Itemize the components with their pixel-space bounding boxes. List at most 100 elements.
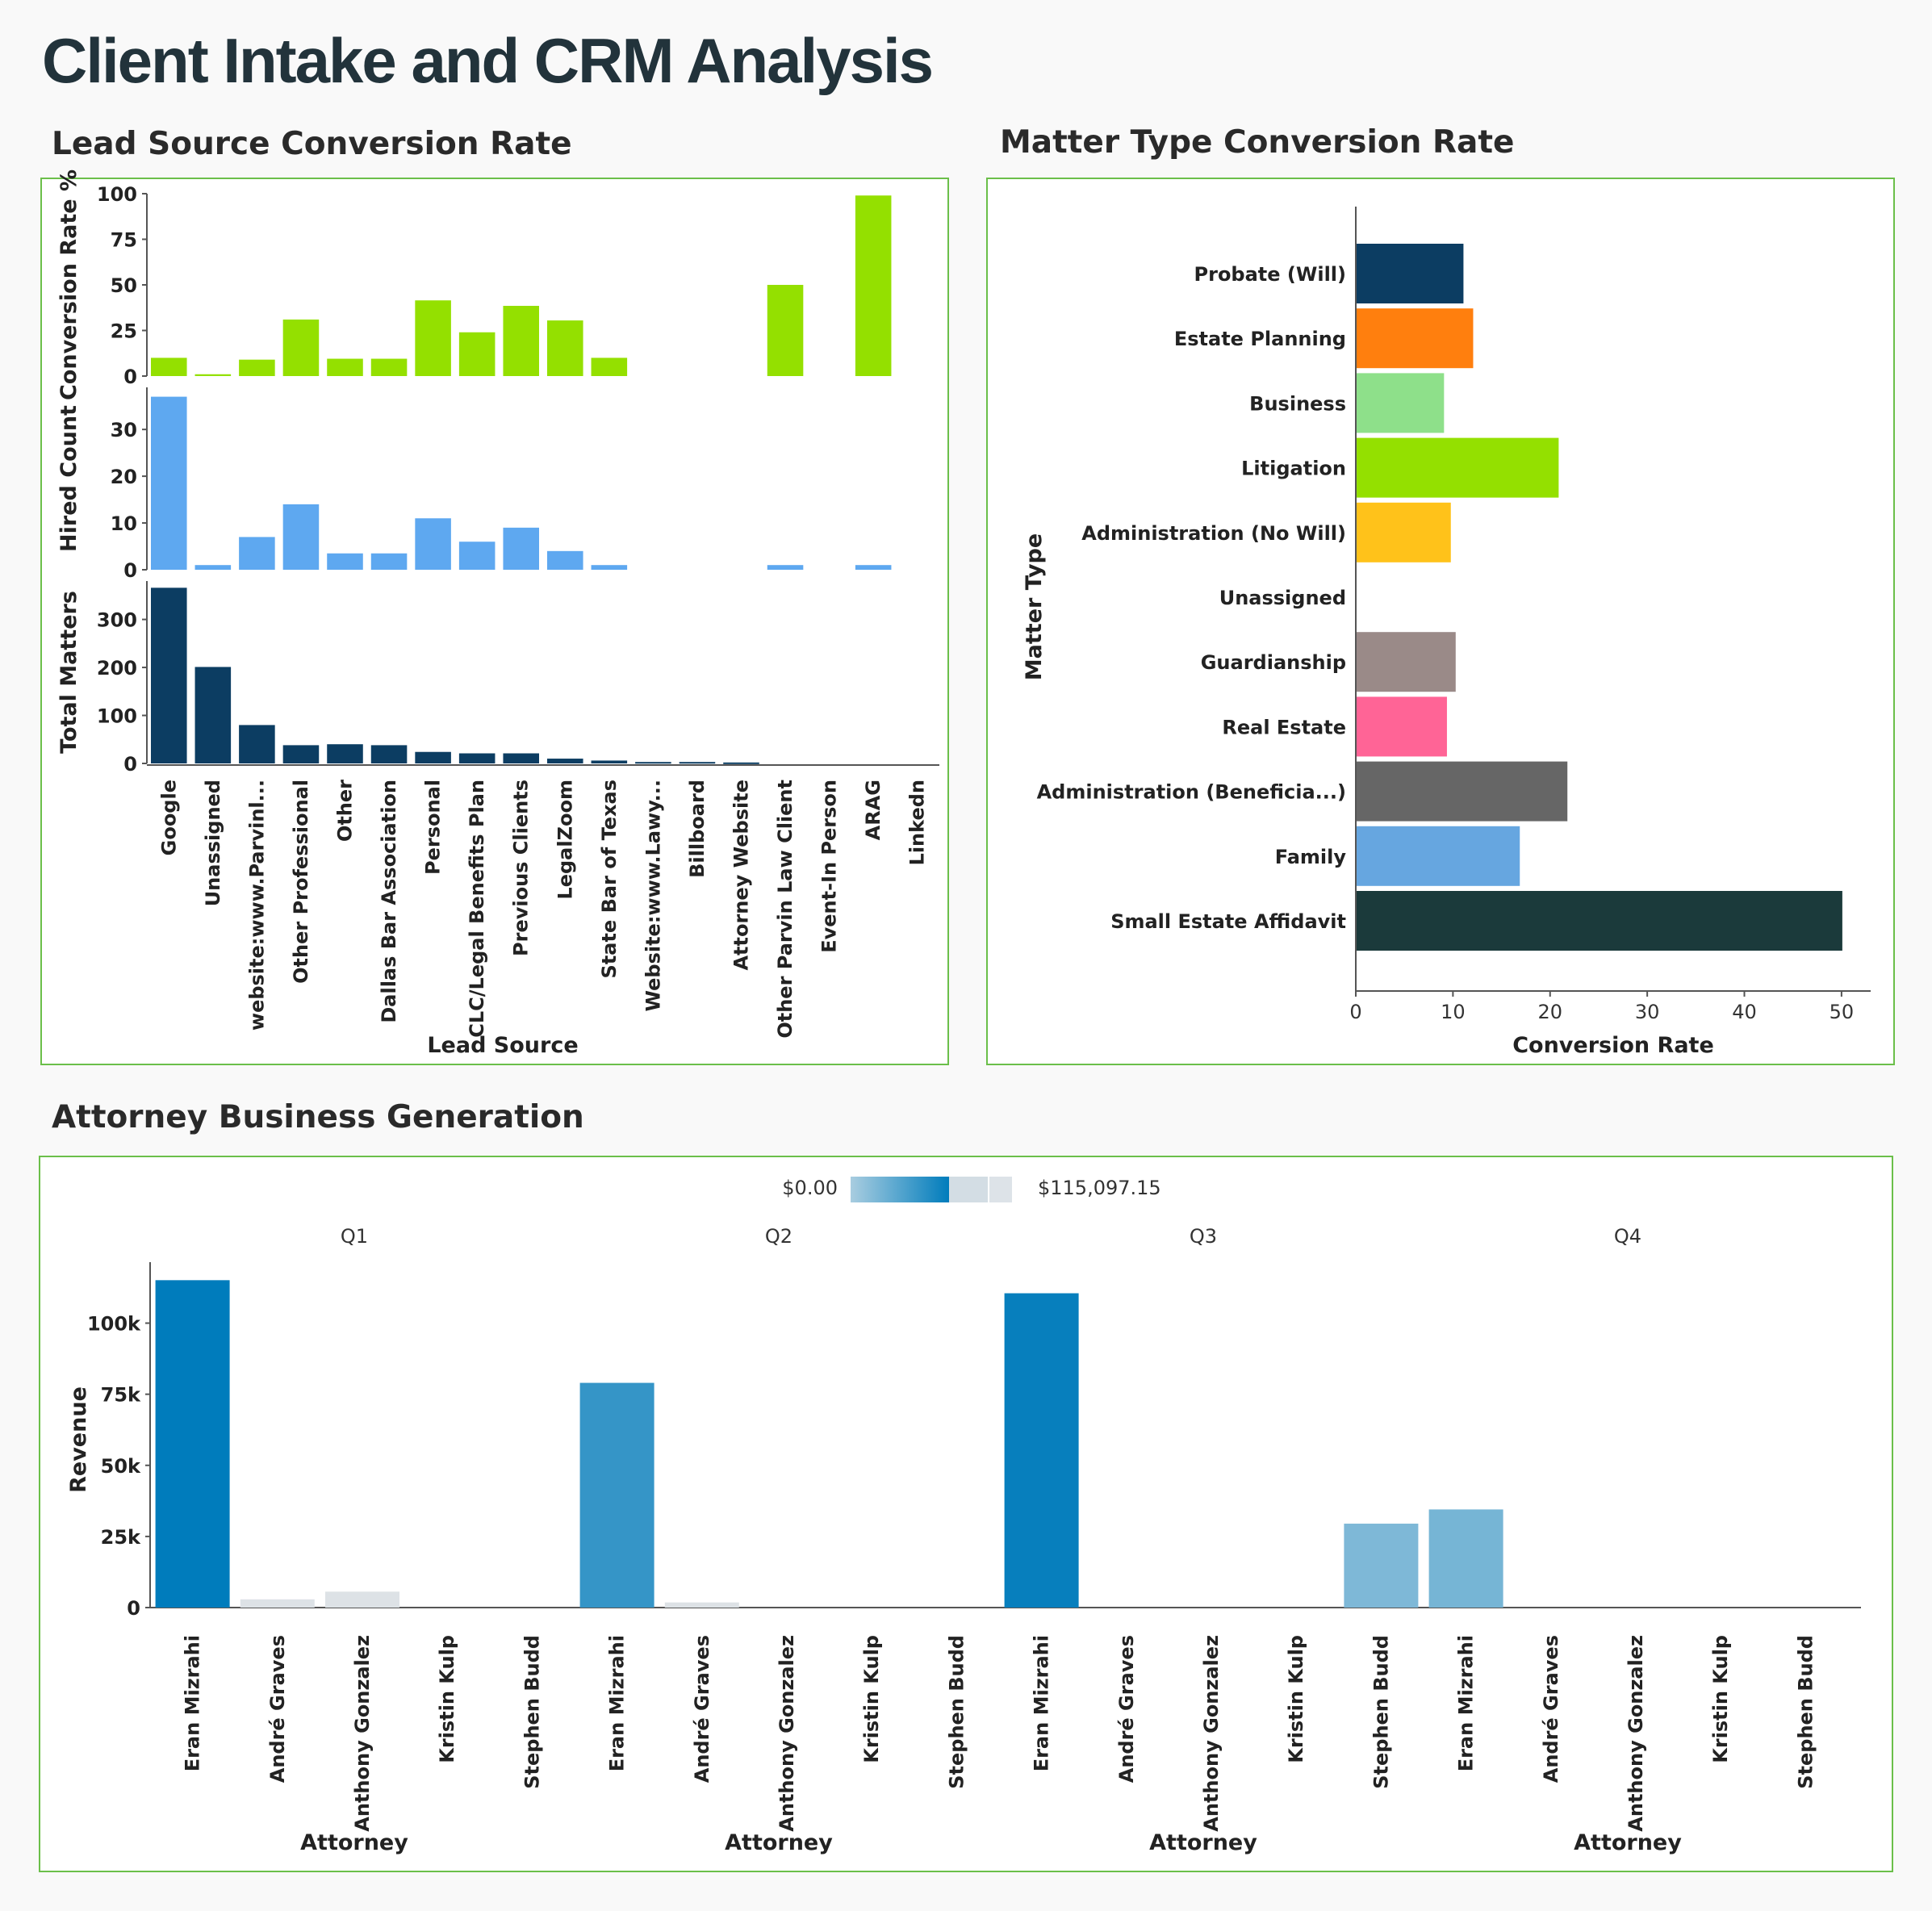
lead-x-tick-label: Previous Clients [510,780,533,956]
revenue-y-tick-label: 50k [101,1455,141,1478]
lead-bar-hired-count-state-bar-of-texas [591,565,628,570]
lead-bar-hired-count-clc-legal-benefits-plan [458,542,496,570]
revenue-x-tick-label: Kristin Kulp [1285,1635,1307,1763]
lead-panel-0-tick-label: 50 [111,274,137,297]
lead-bar-total-matters-dallas-bar-association [370,745,408,763]
revenue-y-axis-title: Revenue [66,1386,91,1493]
revenue-x-tick-label: André Graves [1115,1635,1138,1783]
revenue-x-tick-label: Eran Mizrahi [606,1635,629,1771]
lead-panel-0-tick-label: 0 [123,366,137,388]
revenue-x-tick-label: André Graves [266,1635,289,1783]
lead-x-tick-label: Dallas Bar Association [378,780,400,1023]
revenue-y-tick-label: 75k [101,1384,141,1407]
lead-panel-2-tick-label: 200 [97,657,137,680]
matter-type-chart: Probate (Will) Estate Planning Business Lit… [1022,207,1871,1058]
revenue-x-tick-label: Kristin Kulp [1709,1635,1732,1763]
lead-source-chart: 0 25 50 75 100 Conversion Rate % 0 10 20 30 Hired … [56,169,939,1058]
lead-x-tick-label: Other Professional [290,780,312,984]
revenue-bar-q3-eran-mizrahi [1004,1293,1079,1608]
lead-panel-0-tick-label: 100 [97,183,137,206]
revenue-legend-max-label: $115,097.15 [1038,1177,1161,1199]
lead-x-tick-label: LegalZoom [554,780,576,900]
lead-bar-conversion-rate-arag [855,195,892,376]
matter-bar-real-estate [1357,696,1447,757]
lead-x-tick-label: Website:www.Lawy... [642,780,664,1011]
lead-bar-hired-count-unassigned [194,565,232,570]
revenue-x-tick-label: Stephen Budd [521,1635,543,1789]
revenue-bar-q1-eran-mizrahi [155,1280,230,1608]
lead-bar-total-matters-google [151,588,187,763]
matter-y-tick-label: Administration (Beneficia...) [1037,781,1346,804]
lead-bar-total-matters-previous-clients [503,753,539,763]
lead-bar-total-matters-personal [415,751,451,763]
attorney-panel: $0.00 $115,097.15 0 25k 50k 75k 100k Revenue Q1 E… [39,1156,1893,1872]
matter-y-tick-label: Real Estate [1222,716,1346,738]
revenue-x-axis-title-q1: Attorney [300,1830,408,1855]
revenue-legend-segment [989,1177,1012,1202]
matter-x-tick-label: 10 [1441,1001,1466,1023]
matter-y-tick-label: Estate Planning [1174,328,1346,350]
matter-x-tick-label: 40 [1732,1001,1757,1023]
lead-bar-conversion-rate-google [151,358,187,376]
revenue-bar-q1-andr-graves [240,1599,315,1608]
revenue-legend-min-label: $0.00 [782,1177,838,1199]
revenue-facet-label-q3: Q3 [1190,1225,1217,1248]
attorney-revenue-chart: $0.00 $115,097.15 0 25k 50k 75k 100k Revenue Q1 E… [66,1177,1861,1855]
revenue-legend-bar [851,1177,949,1202]
revenue-bar-q4-eran-mizrahi [1428,1509,1503,1608]
matter-y-tick-label: Family [1275,846,1347,868]
revenue-x-axis-title-q3: Attorney [1149,1830,1257,1855]
matter-x-tick-label: 20 [1537,1001,1562,1023]
revenue-legend-segment [949,1177,988,1202]
matter-type-panel: Probate (Will) Estate Planning Business Lit… [986,178,1895,1065]
revenue-x-tick-label: Eran Mizrahi [1031,1635,1053,1771]
lead-bar-hired-count-arag [855,565,892,570]
lead-x-tick-label: Linkedn [906,780,929,865]
matter-bar-guardianship [1357,632,1456,692]
lead-bar-total-matters-state-bar-of-texas [591,760,628,763]
revenue-facet-label-q4: Q4 [1614,1225,1641,1248]
matter-bar-business [1357,373,1445,433]
lead-panel-1-y-axis-title: Hired Count [56,405,82,552]
matter-bar-administration-no-will [1357,502,1451,562]
matter-x-tick-label: 30 [1635,1001,1660,1023]
matter-y-axis-title: Matter Type [1022,533,1047,680]
lead-bar-hired-count-legalzoom [547,550,583,570]
matter-y-tick-label: Guardianship [1201,651,1346,674]
matter-y-tick-label: Litigation [1241,458,1346,480]
dashboard-title: Client Intake and CRM Analysis [42,25,934,96]
revenue-facet-label-q1: Q1 [341,1225,368,1248]
revenue-x-tick-label: André Graves [691,1635,713,1783]
lead-panel-2-tick-label: 0 [123,753,137,776]
revenue-y-tick-label: 0 [127,1597,140,1620]
lead-x-axis-title: Lead Source [427,1033,578,1058]
lead-bar-conversion-rate-clc-legal-benefits-plan [458,332,496,376]
lead-bar-hired-count-other-professional [282,504,320,570]
matter-y-tick-label: Small Estate Affidavit [1110,910,1346,933]
revenue-bar-q3-stephen-budd [1344,1524,1419,1608]
lead-x-tick-label: Personal [422,780,445,875]
lead-panel-0-y-axis-title: Conversion Rate % [56,169,82,400]
matter-y-tick-label: Administration (No Will) [1081,522,1346,545]
revenue-y-tick-label: 100k [87,1313,141,1336]
lead-panel-2-tick-label: 300 [97,609,137,632]
lead-bar-conversion-rate-other-parvin-law-client [767,285,804,376]
lead-x-tick-label: Other Parvin Law Client [774,780,797,1039]
lead-panel-1-tick-label: 30 [111,419,137,441]
lead-x-tick-label: Billboard [686,780,709,878]
matter-y-tick-label: Probate (Will) [1194,263,1346,286]
lead-bar-total-matters-legalzoom [547,759,583,763]
lead-x-tick-label: CLC/Legal Benefits Plan [466,780,488,1038]
lead-panel-2-y-axis-title: Total Matters [56,591,82,754]
lead-bar-conversion-rate-personal [415,300,451,376]
lead-bar-total-matters-other [327,744,363,763]
revenue-x-tick-label: Stephen Budd [1794,1635,1817,1789]
lead-bar-total-matters-clc-legal-benefits-plan [458,753,496,763]
lead-bar-conversion-rate-other-professional [282,319,320,376]
revenue-bar-q2-eran-mizrahi [579,1382,654,1608]
lead-x-tick-label: State Bar of Texas [598,780,621,978]
revenue-x-axis-title-q4: Attorney [1574,1830,1682,1855]
lead-x-tick-label: Other [334,780,357,842]
matter-bar-family [1357,826,1520,886]
attorney-section-title: Attorney Business Generation [52,1099,584,1135]
